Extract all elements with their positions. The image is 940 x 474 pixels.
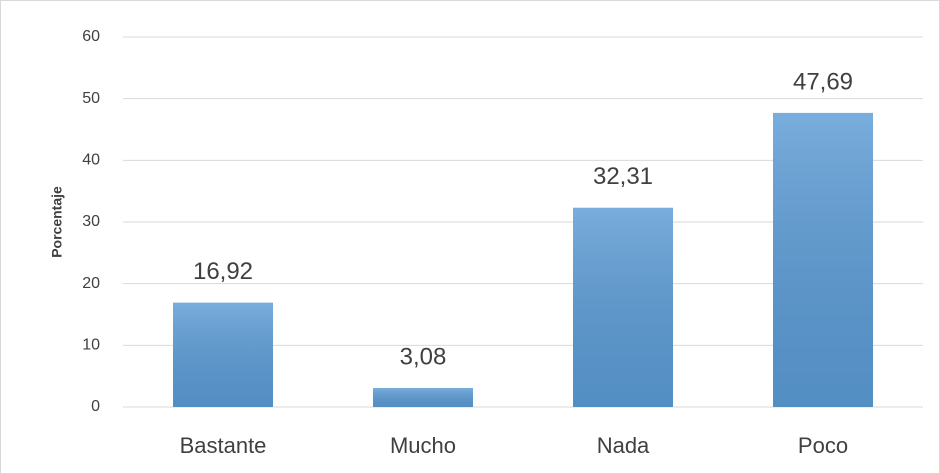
bar-shade: [573, 207, 673, 407]
data-label: 16,92: [193, 258, 253, 285]
x-tick-label: Poco: [798, 433, 848, 458]
x-tick-label: Nada: [597, 433, 650, 458]
bar-shade: [173, 302, 273, 407]
bar-shade: [773, 112, 873, 407]
y-axis-label: Porcentaje: [49, 186, 65, 258]
x-tick-label: Mucho: [390, 433, 456, 458]
y-tick-label: 60: [82, 28, 100, 45]
x-tick-label: Bastante: [180, 433, 267, 458]
data-label: 3,08: [400, 343, 447, 370]
y-tick-label: 10: [82, 337, 100, 354]
data-label: 47,69: [793, 68, 853, 95]
y-tick-label: 30: [82, 213, 100, 230]
data-label: 32,31: [593, 163, 653, 190]
y-tick-label: 50: [82, 90, 100, 107]
bar-shade: [373, 388, 473, 407]
y-tick-label: 40: [82, 152, 100, 169]
y-tick-label: 20: [82, 275, 100, 292]
y-tick-label: 0: [91, 398, 100, 415]
